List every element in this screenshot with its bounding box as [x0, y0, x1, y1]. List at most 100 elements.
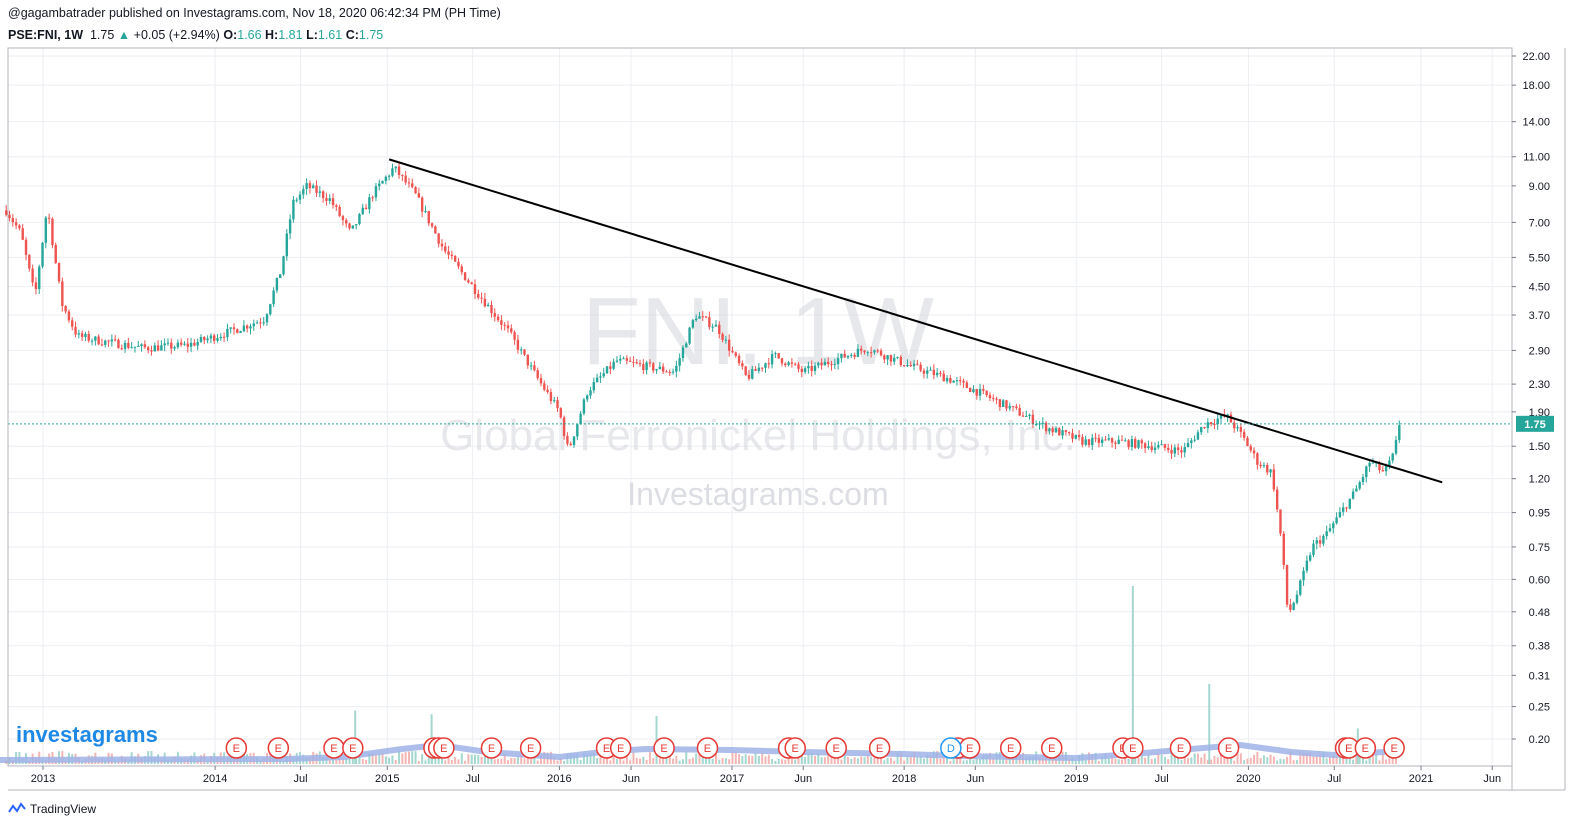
- volume-bar: [493, 759, 496, 764]
- candle-body: [411, 183, 414, 188]
- volume-bar: [1187, 758, 1190, 764]
- time-axis[interactable]: 2013 2014 Jul 2015 Jul 2016 Jun 2017 Jun 2018 Jun 2…: [31, 766, 1501, 785]
- candle-body: [566, 435, 569, 444]
- volume-bar: [965, 760, 968, 764]
- volume-bar: [718, 760, 721, 764]
- candle-body: [988, 395, 992, 399]
- volume-bar: [863, 757, 866, 764]
- close-label: C:: [345, 28, 359, 42]
- volume-bar: [424, 760, 427, 764]
- volume-bar: [751, 755, 754, 764]
- volume-bar: [506, 760, 509, 764]
- candle-body: [1242, 431, 1246, 438]
- candle-body: [734, 352, 737, 356]
- volume-bar: [1391, 757, 1394, 764]
- candle-body: [830, 364, 833, 366]
- volume-bar: [1348, 756, 1351, 764]
- candle-body: [117, 339, 120, 349]
- candle-body: [1246, 437, 1249, 447]
- candle-body: [1259, 464, 1262, 467]
- volume-bar: [827, 754, 830, 764]
- volume-bar: [1233, 760, 1236, 764]
- volume-bar: [282, 760, 285, 764]
- volume-bar: [1249, 758, 1252, 764]
- volume-bar: [1163, 756, 1166, 764]
- candle-body: [510, 328, 513, 333]
- candle-body: [876, 350, 879, 352]
- candle-body: [516, 339, 520, 350]
- volume-bar: [464, 760, 467, 764]
- volume-bar: [658, 758, 661, 764]
- candle-body: [420, 197, 424, 212]
- earnings-marker-label: E: [349, 743, 356, 755]
- investagrams-logo: investagrams: [16, 722, 158, 747]
- candle-body: [44, 217, 48, 243]
- volume-bar: [576, 753, 579, 764]
- candle-body: [727, 339, 731, 351]
- x-tick-label: 2013: [31, 773, 55, 785]
- volume-bar: [672, 758, 675, 764]
- volume-bar: [1266, 757, 1269, 764]
- candle-body: [193, 342, 196, 346]
- volume-bar: [444, 760, 447, 764]
- candle-body: [1114, 442, 1117, 444]
- earnings-marker-label: E: [1007, 743, 1014, 755]
- earnings-marker-label: E: [876, 743, 883, 755]
- chart-frame: [7, 47, 1566, 791]
- volume-bar: [952, 755, 955, 764]
- candle-body: [922, 370, 926, 374]
- volume-bar: [982, 755, 985, 764]
- volume-bar: [850, 759, 853, 764]
- dividend-marker-label: D: [947, 743, 955, 755]
- candle-body: [985, 390, 988, 396]
- candle-body: [1001, 400, 1005, 408]
- volume-bar: [771, 758, 774, 764]
- candle-body: [589, 390, 592, 396]
- volume-bar: [530, 758, 533, 764]
- volume-bar: [777, 758, 780, 764]
- candle-body: [1285, 564, 1289, 605]
- candle-body: [648, 362, 652, 364]
- candle-body: [754, 369, 757, 371]
- y-tick-label: 0.20: [1529, 734, 1550, 746]
- publisher-line: @gagambatrader published on Investagrams…: [8, 6, 501, 20]
- volume-bar: [513, 758, 516, 764]
- volume-bar: [903, 760, 906, 764]
- candle-body: [1302, 570, 1305, 581]
- candle-body: [354, 224, 358, 226]
- candle-body: [1081, 436, 1084, 445]
- candle-body: [269, 304, 272, 315]
- price-axis[interactable]: 22.00 18.00 14.00 11.00 9.00 7.00 5.50 4.50 3.70…: [1512, 51, 1550, 746]
- trendline[interactable]: [388, 158, 1443, 484]
- candle-body: [883, 355, 886, 360]
- candle-body: [843, 353, 846, 358]
- candle-body: [1190, 440, 1193, 444]
- volume-bar: [1025, 758, 1028, 764]
- candle-body: [1209, 422, 1213, 425]
- volume-bar: [497, 758, 500, 764]
- candle-body: [916, 363, 919, 365]
- candle-body: [302, 189, 305, 195]
- volume-bar: [447, 755, 450, 764]
- candle-body: [477, 293, 480, 298]
- volume-bar: [612, 754, 615, 764]
- volume-bar: [388, 757, 391, 764]
- volume-bar: [1289, 751, 1292, 764]
- volume-bar: [450, 760, 453, 764]
- candle-body: [751, 369, 754, 379]
- candle-body: [932, 369, 936, 376]
- candle-body: [1025, 415, 1028, 417]
- volume-bar: [1068, 759, 1071, 764]
- candle-body: [321, 191, 325, 199]
- candle-body: [1239, 427, 1243, 432]
- candle-body: [252, 323, 256, 327]
- candle-body: [800, 368, 803, 373]
- candle-body: [493, 313, 496, 317]
- candle-body: [952, 380, 955, 383]
- candle-body: [104, 340, 107, 345]
- tradingview-footer[interactable]: TradingView: [8, 802, 96, 816]
- symbol-label[interactable]: PSE:FNI, 1W: [8, 28, 84, 42]
- candle-body: [34, 282, 38, 290]
- candle-body: [909, 364, 912, 367]
